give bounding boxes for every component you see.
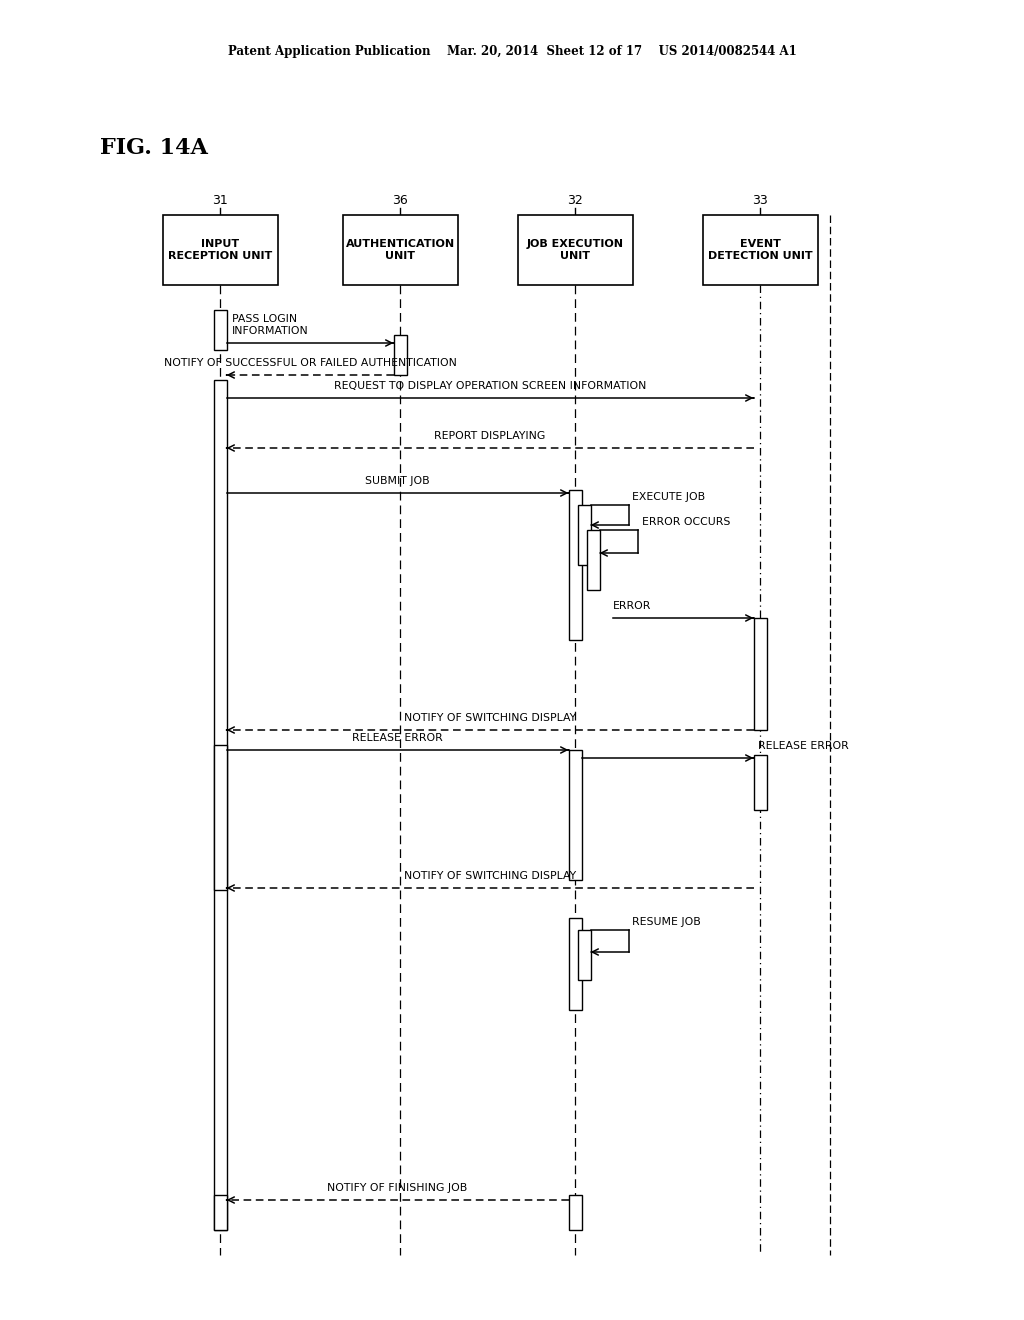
Text: PASS LOGIN
INFORMATION: PASS LOGIN INFORMATION xyxy=(231,314,308,337)
Bar xyxy=(578,931,591,979)
Text: EVENT
DETECTION UNIT: EVENT DETECTION UNIT xyxy=(708,239,812,261)
Text: AUTHENTICATION
UNIT: AUTHENTICATION UNIT xyxy=(345,239,455,261)
Bar xyxy=(568,917,582,1010)
Bar xyxy=(754,618,767,730)
Text: JOB EXECUTION
UNIT: JOB EXECUTION UNIT xyxy=(526,239,624,261)
Text: REPORT DISPLAYING: REPORT DISPLAYING xyxy=(434,432,546,441)
Text: 32: 32 xyxy=(567,194,583,206)
Bar xyxy=(587,531,599,590)
Text: REQUEST TO DISPLAY OPERATION SCREEN INFORMATION: REQUEST TO DISPLAY OPERATION SCREEN INFO… xyxy=(334,381,646,391)
Text: EXECUTE JOB: EXECUTE JOB xyxy=(633,492,706,502)
Text: SUBMIT JOB: SUBMIT JOB xyxy=(366,477,430,486)
Bar xyxy=(163,215,278,285)
Bar xyxy=(517,215,633,285)
Bar xyxy=(213,310,226,350)
Bar xyxy=(578,506,591,565)
Bar xyxy=(702,215,817,285)
Bar xyxy=(568,1195,582,1230)
Bar xyxy=(213,744,226,890)
Text: NOTIFY OF FINISHING JOB: NOTIFY OF FINISHING JOB xyxy=(328,1183,468,1193)
Text: INPUT
RECEPTION UNIT: INPUT RECEPTION UNIT xyxy=(168,239,272,261)
Text: RESUME JOB: RESUME JOB xyxy=(633,917,701,927)
Text: Patent Application Publication    Mar. 20, 2014  Sheet 12 of 17    US 2014/00825: Patent Application Publication Mar. 20, … xyxy=(227,45,797,58)
Text: 31: 31 xyxy=(212,194,228,206)
Text: NOTIFY OF SUCCESSFUL OR FAILED AUTHENTICATION: NOTIFY OF SUCCESSFUL OR FAILED AUTHENTIC… xyxy=(164,358,457,368)
Text: NOTIFY OF SWITCHING DISPLAY: NOTIFY OF SWITCHING DISPLAY xyxy=(403,713,577,723)
Text: RELEASE ERROR: RELEASE ERROR xyxy=(352,733,442,743)
Text: ERROR: ERROR xyxy=(612,601,651,611)
Bar xyxy=(568,490,582,640)
Text: 33: 33 xyxy=(752,194,768,206)
Bar xyxy=(213,1195,226,1230)
Bar xyxy=(568,750,582,880)
Text: 36: 36 xyxy=(392,194,408,206)
Bar xyxy=(754,755,767,810)
Text: FIG. 14A: FIG. 14A xyxy=(100,137,208,158)
Text: NOTIFY OF SWITCHING DISPLAY: NOTIFY OF SWITCHING DISPLAY xyxy=(403,871,577,880)
Text: RELEASE ERROR: RELEASE ERROR xyxy=(758,741,848,751)
Bar xyxy=(342,215,458,285)
Text: ERROR OCCURS: ERROR OCCURS xyxy=(641,517,730,527)
Bar xyxy=(213,380,226,1230)
Bar xyxy=(393,335,407,375)
